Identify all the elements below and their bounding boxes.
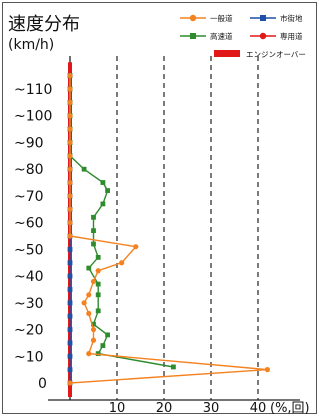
legend-item: 専用道 bbox=[250, 31, 303, 41]
grid bbox=[116, 56, 259, 400]
y-tick-label: ~70 bbox=[14, 189, 44, 205]
data-point bbox=[67, 353, 73, 359]
data-point bbox=[95, 351, 101, 356]
data-point bbox=[86, 265, 92, 271]
y-tick-label: ~10 bbox=[14, 349, 44, 365]
data-point bbox=[86, 310, 92, 317]
data-point bbox=[67, 73, 73, 79]
legend-item: エンジンオーバー bbox=[214, 50, 306, 59]
data-point bbox=[95, 292, 101, 298]
series-高速道 bbox=[67, 73, 176, 370]
x-tick-label: 30 bbox=[203, 401, 220, 416]
data-point bbox=[133, 244, 139, 250]
data-point bbox=[67, 367, 73, 373]
data-point bbox=[67, 126, 73, 132]
y-tick-labels: 0 ~10 ~20 ~30 ~40 ~50 ~60 ~70 ~80 ~90 ~100 ~110 bbox=[14, 82, 52, 392]
data-point bbox=[100, 343, 106, 348]
data-point bbox=[67, 246, 73, 252]
chart-frame bbox=[2, 2, 317, 414]
data-point bbox=[67, 99, 73, 105]
series-line bbox=[69, 75, 268, 384]
data-point bbox=[105, 332, 110, 338]
data-point bbox=[86, 292, 92, 298]
data-point bbox=[67, 300, 73, 306]
data-point bbox=[90, 278, 97, 285]
data-point bbox=[67, 273, 73, 279]
legend-label: 一般道 bbox=[210, 13, 233, 23]
data-point bbox=[67, 139, 73, 146]
data-point bbox=[67, 233, 73, 239]
data-point bbox=[86, 351, 92, 357]
legend-marker bbox=[190, 33, 196, 39]
legend-item: 高速道 bbox=[180, 31, 233, 41]
data-point bbox=[81, 166, 87, 172]
legend-item: 市街地 bbox=[250, 13, 303, 23]
data-point bbox=[81, 300, 87, 306]
y-tick-label: ~110 bbox=[14, 82, 52, 98]
axes bbox=[48, 56, 300, 401]
data-point bbox=[91, 214, 96, 220]
legend-label: エンジンオーバー bbox=[246, 50, 306, 59]
legend-swatch bbox=[214, 50, 240, 57]
series-一般道 bbox=[67, 73, 270, 386]
data-point bbox=[95, 308, 101, 314]
data-point bbox=[67, 179, 73, 186]
data-point bbox=[67, 287, 73, 292]
y-tick-label: ~90 bbox=[14, 135, 44, 151]
y-axis-unit-label: (km/h) bbox=[8, 37, 54, 53]
legend-marker bbox=[260, 15, 266, 21]
data-point bbox=[100, 201, 106, 207]
series bbox=[67, 62, 270, 397]
data-point bbox=[119, 260, 125, 266]
y-tick-label: ~40 bbox=[14, 269, 44, 285]
y-tick-label: ~100 bbox=[14, 109, 52, 125]
series-line bbox=[69, 75, 174, 368]
data-point bbox=[67, 86, 73, 92]
data-point bbox=[67, 166, 73, 172]
data-point bbox=[67, 327, 73, 332]
x-tick-labels: 10 20 30 40 bbox=[109, 401, 267, 416]
data-point bbox=[95, 254, 101, 260]
y-tick-label: ~60 bbox=[14, 216, 44, 232]
legend-marker bbox=[259, 32, 267, 40]
data-point bbox=[90, 326, 97, 333]
y-tick-label: ~80 bbox=[14, 162, 44, 178]
data-point bbox=[67, 113, 73, 119]
data-point bbox=[95, 281, 101, 287]
x-axis-unit-label: (%,回) bbox=[270, 401, 310, 416]
data-point bbox=[90, 337, 97, 343]
legend-label: 高速道 bbox=[210, 31, 233, 41]
data-point bbox=[67, 220, 73, 226]
legend-marker bbox=[189, 14, 197, 22]
data-point bbox=[67, 340, 73, 346]
x-tick-label: 10 bbox=[109, 401, 126, 416]
x-tick-label: 20 bbox=[156, 401, 173, 416]
y-tick-label: ~50 bbox=[14, 242, 44, 258]
data-point bbox=[67, 206, 73, 212]
data-point bbox=[100, 180, 106, 185]
legend-label: 市街地 bbox=[280, 13, 303, 23]
data-point bbox=[91, 241, 96, 247]
y-tick-label: ~20 bbox=[14, 323, 44, 339]
legend-label: 専用道 bbox=[280, 31, 303, 41]
data-point bbox=[91, 228, 96, 234]
data-point bbox=[95, 268, 101, 274]
data-point bbox=[67, 313, 73, 319]
x-tick-label: 40 bbox=[250, 401, 267, 416]
data-point bbox=[67, 380, 73, 386]
data-point bbox=[105, 188, 110, 193]
data-point bbox=[67, 260, 73, 266]
chart-title: 速度分布 bbox=[8, 14, 80, 35]
legend-item: 一般道 bbox=[180, 13, 233, 23]
data-point bbox=[67, 153, 73, 159]
data-point bbox=[171, 364, 176, 370]
y-tick-label: 0 bbox=[38, 376, 47, 392]
y-tick-label: ~30 bbox=[14, 296, 44, 312]
data-point bbox=[67, 193, 73, 199]
data-point bbox=[91, 321, 96, 327]
data-point bbox=[264, 367, 270, 373]
